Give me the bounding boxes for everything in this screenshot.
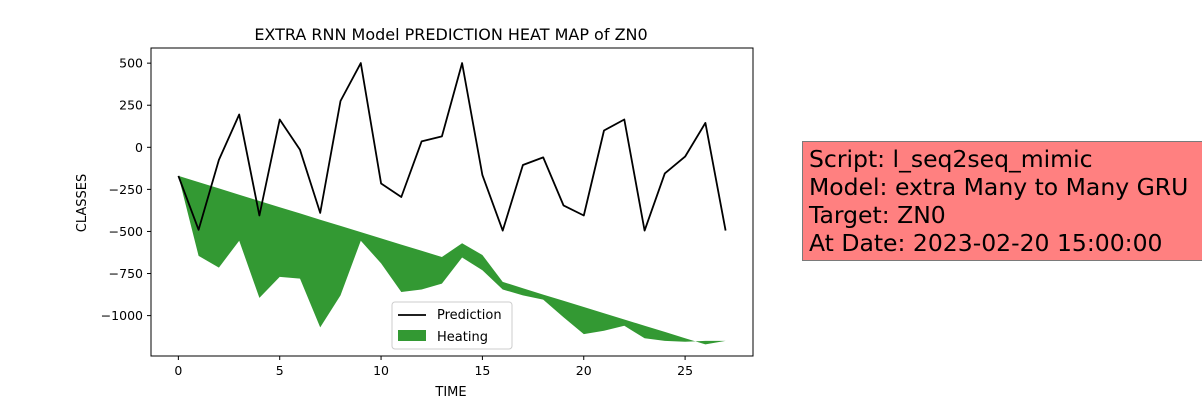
y-tick-label: 500 <box>119 56 143 71</box>
x-tick-label: 20 <box>576 363 592 378</box>
legend-heating-label: Heating <box>437 330 488 345</box>
x-tick-label: 0 <box>174 363 182 378</box>
y-axis-label: CLASSES <box>75 174 90 232</box>
legend-prediction-label: Prediction <box>437 308 502 323</box>
info-target: Target: ZN0 <box>809 201 946 229</box>
y-tick-label: −500 <box>109 224 143 239</box>
plot-area <box>177 62 727 345</box>
y-tick-label: −750 <box>109 266 143 281</box>
y-tick-label: 250 <box>119 98 143 113</box>
x-tick-label: 5 <box>276 363 284 378</box>
legend-heating-swatch <box>398 330 426 341</box>
legend: Prediction Heating <box>391 301 513 350</box>
heating-area <box>178 175 726 345</box>
x-tick-label: 10 <box>373 363 389 378</box>
y-tick-label: 0 <box>135 140 143 155</box>
chart-title: EXTRA RNN Model PREDICTION HEAT MAP of Z… <box>254 25 647 44</box>
x-tick-label: 15 <box>474 363 490 378</box>
info-box: Script: l_seq2seq_mimic Model: extra Man… <box>802 141 1202 261</box>
prediction-line <box>177 62 727 232</box>
y-axis: 500 250 0 −250 −500 −750 −1000 <box>101 56 151 323</box>
y-tick-label: −1000 <box>101 308 143 323</box>
info-date: At Date: 2023-02-20 15:00:00 <box>809 229 1163 257</box>
x-axis: 0 5 10 15 20 25 <box>174 356 693 378</box>
info-script: Script: l_seq2seq_mimic <box>809 145 1093 173</box>
x-tick-label: 25 <box>677 363 693 378</box>
y-tick-label: −250 <box>109 182 143 197</box>
x-axis-label: TIME <box>434 385 466 400</box>
plot-frame <box>150 47 754 357</box>
info-model: Model: extra Many to Many GRU <box>809 173 1189 201</box>
